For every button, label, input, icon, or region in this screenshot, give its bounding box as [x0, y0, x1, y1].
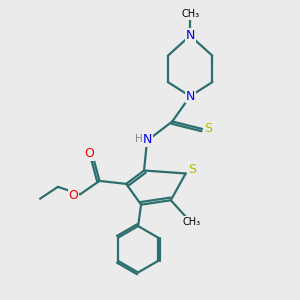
Text: N: N [185, 90, 195, 103]
Text: CH₃: CH₃ [181, 10, 199, 20]
Text: H: H [135, 134, 142, 144]
Text: S: S [188, 164, 196, 176]
Text: N: N [143, 133, 152, 146]
Text: CH₃: CH₃ [182, 217, 201, 227]
Text: O: O [69, 189, 79, 202]
Text: S: S [205, 122, 213, 135]
Text: N: N [185, 29, 195, 42]
Text: O: O [84, 147, 94, 160]
